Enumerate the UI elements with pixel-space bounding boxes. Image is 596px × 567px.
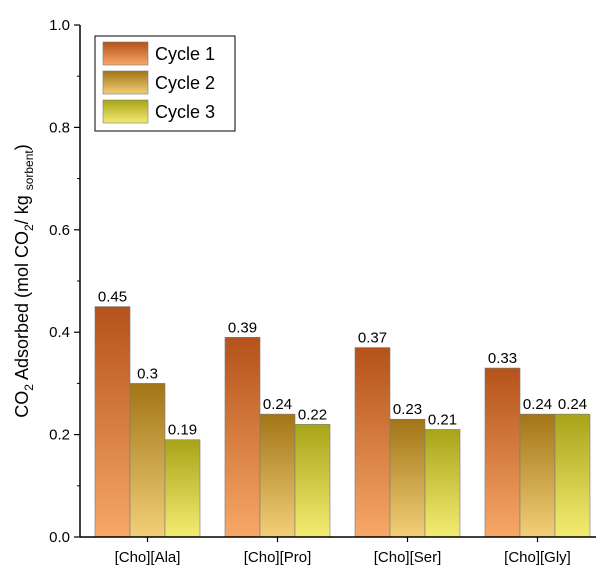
data-label: 0.24: [558, 396, 587, 413]
bar-cycle-3-0: [164, 439, 201, 538]
data-label: 0.3: [137, 365, 158, 382]
data-label: 0.37: [358, 330, 387, 347]
x-tick-label: [Cho][Gly]: [504, 549, 571, 566]
y-tick-label: 0.4: [49, 324, 70, 341]
bar-cycle-1-2: [354, 347, 391, 538]
legend-swatch: [102, 99, 149, 124]
data-label: 0.22: [298, 406, 327, 423]
x-tick-label: [Cho][Ser]: [374, 549, 442, 566]
data-label: 0.24: [263, 396, 292, 413]
legend-swatch: [102, 41, 149, 66]
y-tick-label: 0.6: [49, 222, 70, 239]
legend-label: Cycle 1: [155, 44, 215, 64]
bar-cycle-3-2: [424, 429, 461, 538]
x-tick-label: [Cho][Ala]: [115, 549, 181, 566]
bar-cycle-1-0: [94, 306, 131, 538]
bar-cycle-1-3: [484, 367, 521, 538]
data-label: 0.21: [428, 411, 457, 428]
bar-cycle-3-3: [554, 413, 591, 538]
bar-cycle-3-1: [294, 424, 331, 538]
legend: Cycle 1 Cycle 2 Cycle 3: [94, 35, 236, 132]
data-label: 0.23: [393, 401, 422, 418]
legend-label: Cycle 2: [155, 73, 215, 93]
y-tick-label: 0.2: [49, 427, 70, 444]
bars-group: 0.45 0.3 0.19 0.39 0.24 0.22 0.37 0.23 0.21 0.33 0…: [94, 289, 591, 538]
bar-cycle-2-2: [389, 418, 426, 538]
legend-swatch: [102, 70, 149, 95]
y-tick-label: 1.0: [49, 17, 70, 34]
legend-label: Cycle 3: [155, 102, 215, 122]
y-axis-title: CO2 Adsorbed (mol CO2/ kg sorbent): [12, 144, 36, 417]
x-tick-label: [Cho][Pro]: [244, 549, 312, 566]
data-label: 0.24: [523, 396, 552, 413]
y-tick-label: 0.0: [49, 529, 70, 546]
y-axis-title-group: CO2 Adsorbed (mol CO2/ kg sorbent): [12, 144, 36, 417]
data-label: 0.39: [228, 319, 257, 336]
data-label: 0.33: [488, 350, 517, 367]
data-label: 0.19: [168, 422, 197, 439]
y-tick-label: 0.8: [49, 119, 70, 136]
bar-cycle-2-0: [129, 383, 166, 538]
bar-cycle-2-3: [519, 413, 556, 538]
bar-cycle-1-1: [224, 337, 261, 538]
data-label: 0.45: [98, 289, 127, 306]
axes-group: [Cho][Ala] [Cho][Pro] [Cho][Ser] [Cho][Gly]…: [49, 17, 596, 566]
bar-cycle-2-1: [259, 413, 296, 538]
